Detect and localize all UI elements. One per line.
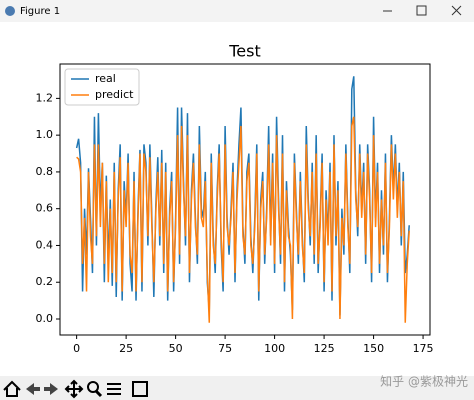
configure-button[interactable] — [107, 383, 121, 395]
x-tick-label: 50 — [169, 342, 183, 355]
chart-title: Test — [228, 42, 261, 61]
x-tick-label: 100 — [264, 342, 285, 355]
legend-label: predict — [95, 88, 134, 101]
maximize-button[interactable] — [416, 5, 427, 16]
zoom-handle — [94, 389, 103, 398]
x-tick-label: 0 — [73, 342, 80, 355]
back-button[interactable] — [26, 383, 40, 395]
y-tick-label: 0.8 — [36, 165, 54, 178]
y-tick-label: 0.4 — [36, 238, 54, 251]
x-tick-label: 175 — [413, 342, 434, 355]
x-tick-label: 125 — [314, 342, 335, 355]
save-button[interactable] — [132, 381, 148, 397]
series-line — [76, 116, 410, 323]
legend-label: real — [95, 72, 116, 85]
axes-frame — [59, 63, 431, 336]
window-title: Figure 1 — [20, 6, 60, 17]
y-tick-label: 1.2 — [36, 91, 54, 104]
zoom-button[interactable] — [87, 381, 99, 393]
y-tick-label: 0.0 — [36, 312, 54, 325]
legend-box — [64, 68, 140, 106]
y-tick-label: 1.0 — [36, 128, 54, 141]
x-tick-label: 150 — [363, 342, 384, 355]
app-icon — [5, 6, 15, 16]
forward-button[interactable] — [44, 383, 58, 395]
close-button[interactable] — [451, 5, 462, 16]
x-tick-label: 25 — [119, 342, 133, 355]
pan-button[interactable] — [64, 379, 84, 399]
y-tick-label: 0.2 — [36, 275, 54, 288]
title-bar — [0, 0, 474, 22]
y-tick-label: 0.6 — [36, 202, 54, 215]
home-button[interactable] — [3, 380, 21, 397]
x-tick-label: 75 — [218, 342, 232, 355]
watermark: 知乎 @紫极神光 — [380, 375, 468, 389]
